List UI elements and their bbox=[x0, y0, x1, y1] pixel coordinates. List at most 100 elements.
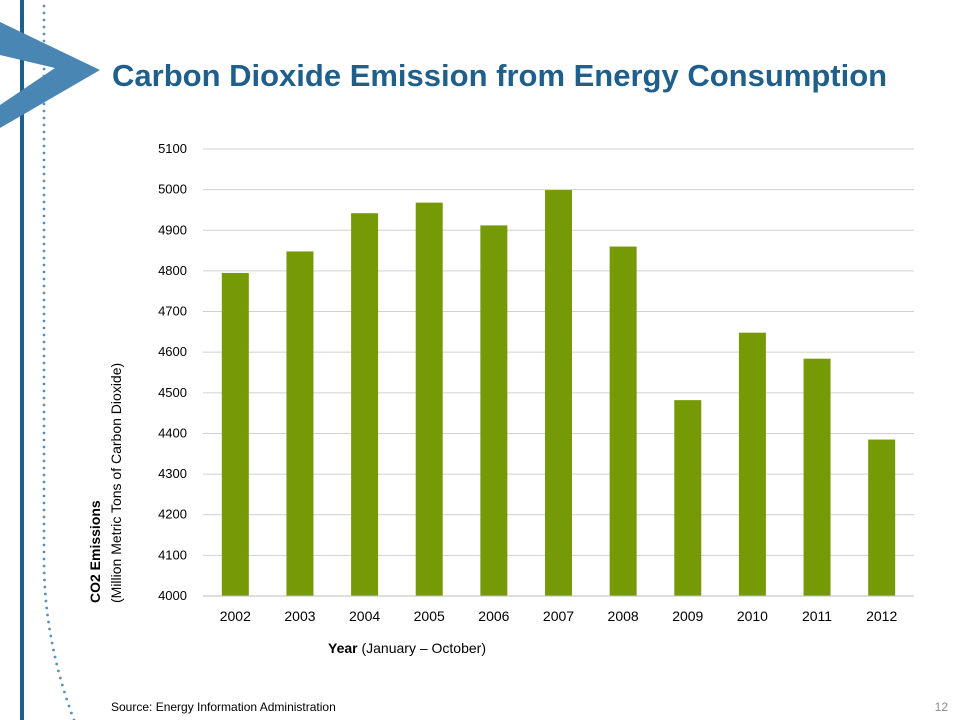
decor-dot bbox=[42, 571, 46, 575]
x-tick-label: 2005 bbox=[414, 608, 445, 624]
decor-dot bbox=[42, 298, 46, 302]
x-tick-label: 2011 bbox=[802, 608, 832, 624]
decor-dot bbox=[42, 466, 46, 470]
decor-dot bbox=[42, 361, 46, 365]
decor-dot bbox=[42, 214, 46, 218]
decor-dot bbox=[42, 368, 46, 372]
decor-dot bbox=[42, 284, 46, 288]
y-axis-title: CO2 Emissions bbox=[87, 500, 103, 603]
decor-dot bbox=[50, 641, 54, 645]
x-axis-title: Year (January – October) bbox=[328, 640, 486, 656]
bar-2004 bbox=[351, 213, 379, 597]
decor-dot bbox=[42, 67, 46, 71]
y-tick-label: 4000 bbox=[158, 588, 187, 603]
bar-2009 bbox=[674, 400, 702, 596]
y-tick-label: 4400 bbox=[158, 425, 187, 440]
decor-dot bbox=[42, 172, 46, 176]
x-axis-title-normal: (January – October) bbox=[358, 640, 486, 656]
decor-dot bbox=[42, 326, 46, 330]
decor-dot bbox=[42, 403, 46, 407]
decor-dot bbox=[42, 305, 46, 309]
x-axis-title-bold: Year bbox=[328, 640, 358, 656]
decor-dot bbox=[42, 452, 46, 456]
decor-dot bbox=[42, 130, 46, 134]
decor-dot bbox=[42, 550, 46, 554]
decor-dot bbox=[42, 116, 46, 120]
decor-dot bbox=[42, 417, 46, 421]
decor-dot bbox=[42, 193, 46, 197]
y-axis-subtitle: (Million Metric Tons of Carbon Dioxide) bbox=[108, 363, 124, 603]
decor-dot bbox=[42, 333, 46, 337]
decor-dot bbox=[42, 515, 46, 519]
page-number: 12 bbox=[934, 700, 948, 714]
decor-dot bbox=[42, 179, 46, 183]
y-tick-label: 4600 bbox=[158, 344, 187, 359]
bar-2007 bbox=[545, 190, 572, 596]
x-tick-label: 2003 bbox=[284, 608, 315, 624]
chevron-logo-icon bbox=[0, 22, 100, 128]
bar-2011 bbox=[803, 358, 831, 596]
y-tick-label: 4900 bbox=[158, 222, 187, 237]
decor-dot bbox=[42, 438, 46, 442]
decor-dot bbox=[45, 606, 49, 610]
x-tick-label: 2008 bbox=[608, 608, 639, 624]
decor-dot bbox=[42, 186, 46, 190]
x-tick-label: 2010 bbox=[737, 608, 768, 624]
bar-2010 bbox=[738, 332, 766, 596]
decor-dot bbox=[53, 655, 57, 659]
x-tick-label: 2009 bbox=[672, 608, 703, 624]
y-tick-label: 4800 bbox=[158, 263, 187, 278]
decor-dot bbox=[47, 620, 50, 624]
decor-dot bbox=[42, 256, 46, 260]
decor-dot bbox=[42, 242, 46, 246]
bar-2002 bbox=[221, 272, 249, 596]
decor-dot bbox=[42, 473, 46, 477]
bar-2006 bbox=[480, 225, 508, 596]
x-tick-label: 2012 bbox=[866, 608, 897, 624]
decor-dot bbox=[42, 410, 46, 414]
decor-dot bbox=[46, 613, 49, 617]
chart-bars bbox=[203, 190, 914, 597]
decor-dot bbox=[42, 165, 46, 169]
decor-dot bbox=[42, 319, 46, 323]
decor-dot bbox=[42, 354, 46, 358]
decor-dot bbox=[42, 522, 46, 526]
bar-2003 bbox=[286, 251, 314, 597]
y-tick-label: 5000 bbox=[158, 182, 187, 197]
decor-dot bbox=[42, 487, 46, 491]
decor-dot bbox=[44, 599, 48, 603]
bar-2008 bbox=[609, 246, 637, 596]
decor-dot bbox=[42, 277, 46, 281]
decor-dot bbox=[42, 480, 46, 484]
decor-dot bbox=[42, 207, 46, 211]
y-tick-label: 4200 bbox=[158, 507, 187, 522]
decor-dot bbox=[42, 25, 46, 29]
decor-dot bbox=[42, 382, 46, 386]
decor-dot bbox=[42, 389, 46, 393]
decor-dot bbox=[43, 585, 47, 589]
decor-dot bbox=[67, 704, 71, 708]
decor-dot bbox=[42, 508, 46, 512]
y-tick-label: 4700 bbox=[158, 304, 187, 319]
decor-dot bbox=[42, 396, 46, 400]
decor-dot bbox=[42, 347, 46, 351]
decor-dot bbox=[42, 102, 46, 106]
decor-dot bbox=[42, 200, 46, 204]
decor-dot bbox=[57, 669, 60, 673]
decor-dot bbox=[42, 151, 46, 155]
vertical-accent-bar bbox=[20, 0, 24, 720]
y-axis-ticks: 4000 4100 4200 4300 4400 4500 4600 4700 4800 4900… bbox=[158, 141, 187, 603]
decor-dot bbox=[70, 711, 73, 715]
decor-dot bbox=[42, 445, 46, 449]
decor-dot bbox=[42, 123, 46, 127]
decor-dot bbox=[42, 340, 46, 344]
decor-dot bbox=[42, 557, 46, 561]
x-axis-ticks: 2002 2003 2004 2005 2006 2007 2008 2009 2010 2011… bbox=[220, 608, 898, 624]
decor-dot bbox=[42, 158, 46, 162]
decor-dot bbox=[52, 648, 55, 652]
decor-dot bbox=[42, 543, 46, 547]
decor-dot bbox=[43, 578, 46, 582]
decor-dot bbox=[42, 270, 46, 274]
